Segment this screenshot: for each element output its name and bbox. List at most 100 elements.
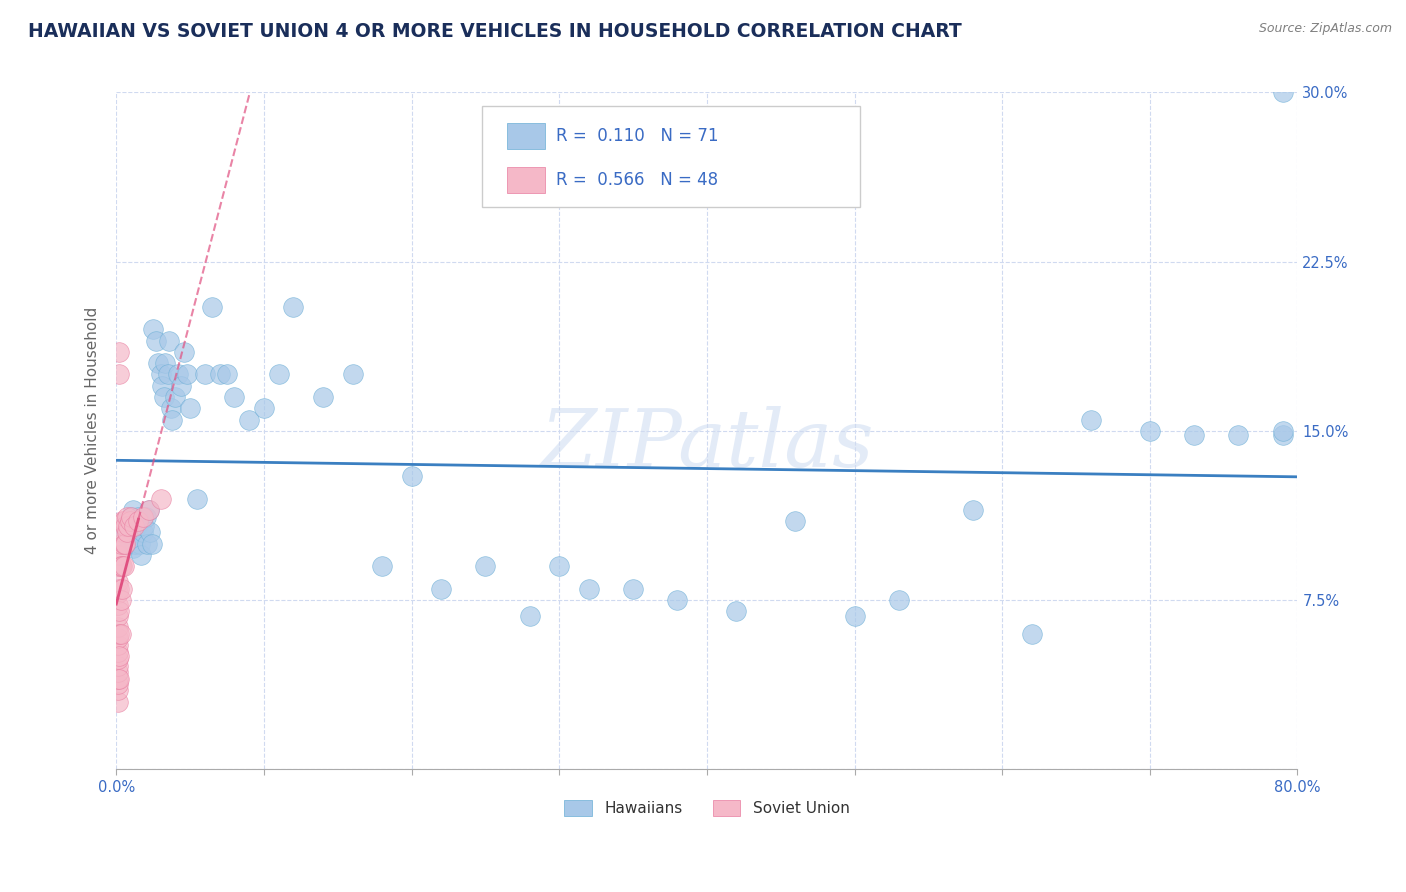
Point	[125, 518, 148, 533]
Point	[267, 368, 290, 382]
Point	[108, 548, 131, 562]
Point	[112, 536, 135, 550]
Point	[108, 368, 131, 382]
Point	[138, 503, 160, 517]
Point	[283, 300, 305, 314]
Point	[115, 509, 138, 524]
Point	[186, 491, 208, 506]
Point	[135, 509, 157, 524]
Point	[107, 620, 129, 634]
Y-axis label: 4 or more Vehicles in Household: 4 or more Vehicles in Household	[86, 307, 100, 555]
Point	[120, 509, 142, 524]
Text: HAWAIIAN VS SOVIET UNION 4 OR MORE VEHICLES IN HOUSEHOLD CORRELATION CHART: HAWAIIAN VS SOVIET UNION 4 OR MORE VEHIC…	[28, 22, 962, 41]
Point	[107, 608, 129, 623]
Point	[122, 518, 145, 533]
Point	[107, 665, 129, 680]
Point	[136, 536, 159, 550]
Point	[112, 525, 135, 540]
Point	[150, 378, 173, 392]
Point	[115, 525, 138, 540]
Point	[167, 368, 190, 382]
Point	[118, 536, 141, 550]
Point	[107, 676, 129, 690]
Point	[124, 536, 146, 550]
Point	[111, 514, 134, 528]
Point	[342, 368, 364, 382]
Point	[108, 604, 131, 618]
Point	[145, 334, 167, 348]
Point	[401, 469, 423, 483]
Point	[127, 509, 149, 524]
Text: ZIPatlas: ZIPatlas	[540, 406, 873, 483]
Point	[114, 518, 136, 533]
Point	[224, 390, 246, 404]
Point	[110, 536, 132, 550]
Point	[110, 593, 132, 607]
Point	[115, 514, 138, 528]
Point	[430, 582, 453, 596]
Point	[170, 378, 193, 392]
Point	[111, 525, 134, 540]
Point	[578, 582, 600, 596]
Point	[107, 598, 129, 612]
Point	[159, 334, 181, 348]
Point	[112, 559, 135, 574]
Point	[371, 559, 394, 574]
Text: R =  0.110   N = 71: R = 0.110 N = 71	[555, 127, 718, 145]
Point	[238, 412, 260, 426]
Point	[844, 608, 866, 623]
Point	[111, 582, 134, 596]
Text: R =  0.566   N = 48: R = 0.566 N = 48	[555, 171, 718, 189]
Point	[108, 672, 131, 686]
Point	[160, 401, 183, 416]
Point	[152, 390, 174, 404]
Point	[127, 514, 149, 528]
Point	[131, 548, 153, 562]
Point	[121, 541, 143, 556]
Point	[107, 651, 129, 665]
Point	[201, 300, 224, 314]
Point	[519, 608, 541, 623]
Point	[139, 525, 162, 540]
Point	[474, 559, 496, 574]
Point	[146, 356, 169, 370]
Point	[176, 368, 198, 382]
Point	[962, 503, 984, 517]
Point	[107, 632, 129, 646]
Point	[1227, 428, 1250, 442]
Point	[548, 559, 571, 574]
FancyBboxPatch shape	[482, 106, 860, 208]
Point	[108, 627, 131, 641]
Point	[112, 514, 135, 528]
Point	[111, 559, 134, 574]
Point	[108, 582, 131, 596]
Point	[785, 514, 807, 528]
Point	[725, 604, 748, 618]
Point	[1271, 86, 1294, 100]
FancyBboxPatch shape	[508, 123, 546, 149]
Point	[1271, 424, 1294, 438]
Point	[107, 548, 129, 562]
Point	[149, 491, 172, 506]
Point	[1080, 412, 1102, 426]
Point	[107, 586, 129, 600]
Point	[107, 638, 129, 652]
Point	[107, 574, 129, 589]
Point	[120, 509, 142, 524]
Point	[110, 559, 132, 574]
FancyBboxPatch shape	[508, 167, 546, 193]
Point	[1139, 424, 1161, 438]
Point	[142, 322, 165, 336]
Point	[253, 401, 276, 416]
Point	[118, 514, 141, 528]
Point	[117, 518, 139, 533]
Point	[107, 645, 129, 659]
Point	[108, 344, 131, 359]
Point	[208, 368, 231, 382]
Point	[121, 503, 143, 517]
Point	[162, 412, 184, 426]
Point	[107, 683, 129, 698]
Point	[887, 593, 910, 607]
Point	[132, 509, 155, 524]
Point	[1182, 428, 1205, 442]
